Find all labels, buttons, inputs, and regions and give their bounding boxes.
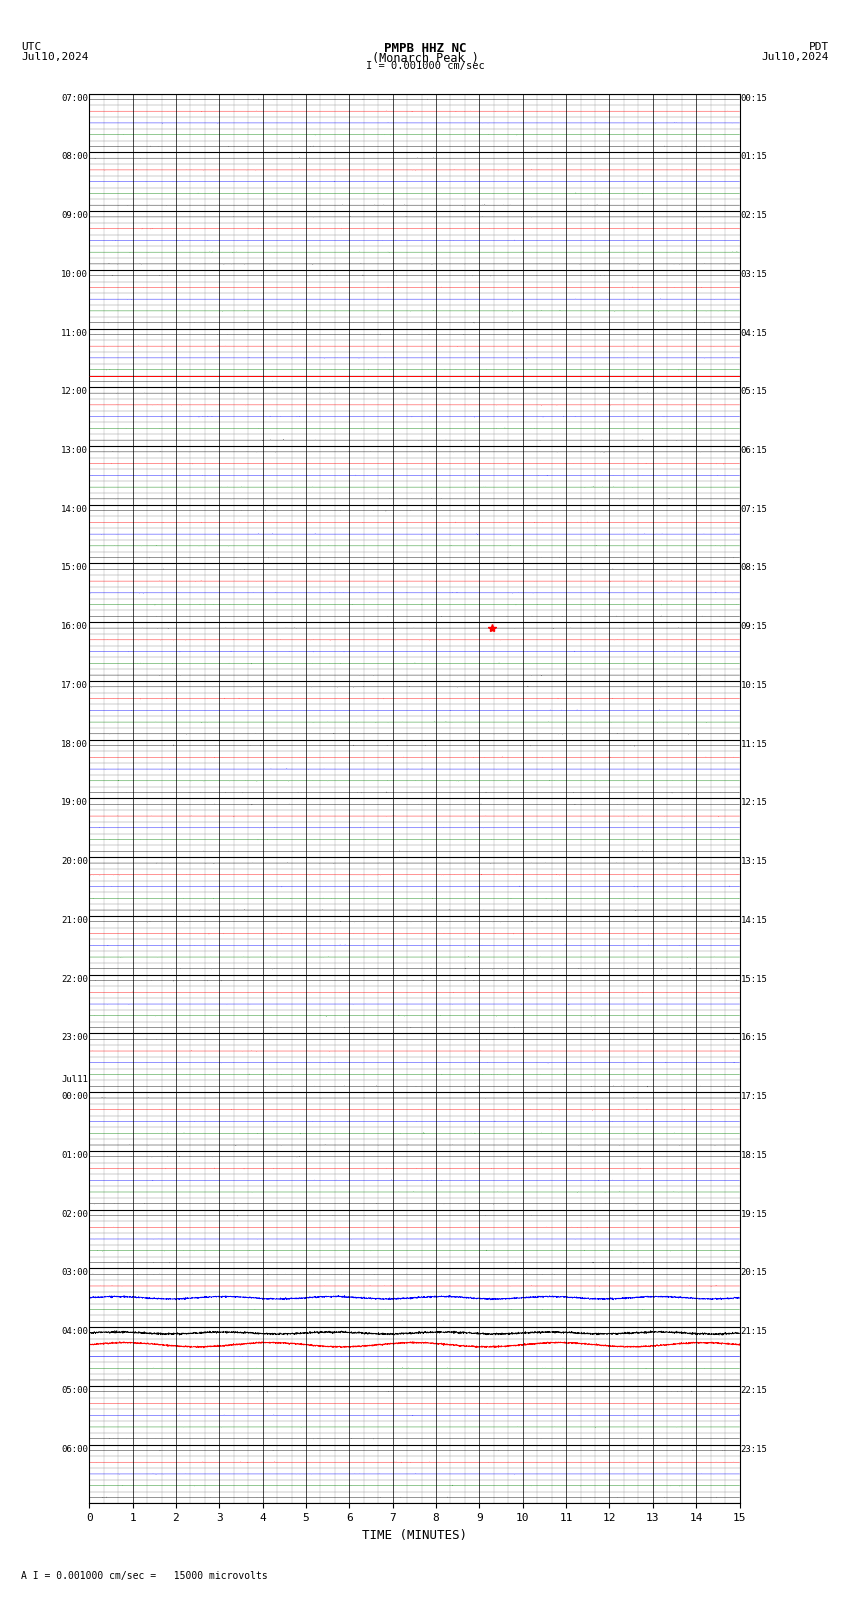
Text: 10:00: 10:00 — [61, 269, 88, 279]
X-axis label: TIME (MINUTES): TIME (MINUTES) — [362, 1529, 467, 1542]
Text: 11:15: 11:15 — [741, 740, 768, 748]
Text: 18:00: 18:00 — [61, 740, 88, 748]
Text: Jul11: Jul11 — [61, 1074, 88, 1084]
Text: 13:00: 13:00 — [61, 447, 88, 455]
Text: 01:15: 01:15 — [741, 152, 768, 161]
Text: I = 0.001000 cm/sec: I = 0.001000 cm/sec — [366, 61, 484, 71]
Text: 03:00: 03:00 — [61, 1268, 88, 1277]
Text: 22:15: 22:15 — [741, 1386, 768, 1395]
Text: PDT: PDT — [808, 42, 829, 52]
Text: 11:00: 11:00 — [61, 329, 88, 337]
Text: 06:00: 06:00 — [61, 1445, 88, 1453]
Text: 20:15: 20:15 — [741, 1268, 768, 1277]
Text: 09:00: 09:00 — [61, 211, 88, 219]
Text: 12:00: 12:00 — [61, 387, 88, 397]
Text: Jul10,2024: Jul10,2024 — [21, 52, 88, 61]
Text: 05:15: 05:15 — [741, 387, 768, 397]
Text: 17:15: 17:15 — [741, 1092, 768, 1102]
Text: Jul10,2024: Jul10,2024 — [762, 52, 829, 61]
Text: 17:00: 17:00 — [61, 681, 88, 690]
Text: 04:00: 04:00 — [61, 1327, 88, 1336]
Text: 15:15: 15:15 — [741, 974, 768, 984]
Text: 19:15: 19:15 — [741, 1210, 768, 1218]
Text: 23:00: 23:00 — [61, 1034, 88, 1042]
Text: 14:00: 14:00 — [61, 505, 88, 513]
Text: 20:00: 20:00 — [61, 857, 88, 866]
Text: 00:15: 00:15 — [741, 94, 768, 103]
Text: 02:15: 02:15 — [741, 211, 768, 219]
Text: 02:00: 02:00 — [61, 1210, 88, 1218]
Text: 15:00: 15:00 — [61, 563, 88, 573]
Text: 10:15: 10:15 — [741, 681, 768, 690]
Text: 01:00: 01:00 — [61, 1152, 88, 1160]
Text: 21:15: 21:15 — [741, 1327, 768, 1336]
Text: 05:00: 05:00 — [61, 1386, 88, 1395]
Text: PMPB HHZ NC: PMPB HHZ NC — [383, 42, 467, 55]
Text: (Monarch Peak ): (Monarch Peak ) — [371, 52, 479, 65]
Text: 19:00: 19:00 — [61, 798, 88, 808]
Text: 16:15: 16:15 — [741, 1034, 768, 1042]
Text: 21:00: 21:00 — [61, 916, 88, 924]
Text: 14:15: 14:15 — [741, 916, 768, 924]
Text: 07:15: 07:15 — [741, 505, 768, 513]
Text: 13:15: 13:15 — [741, 857, 768, 866]
Text: 16:00: 16:00 — [61, 623, 88, 631]
Text: 12:15: 12:15 — [741, 798, 768, 808]
Text: 09:15: 09:15 — [741, 623, 768, 631]
Text: 23:15: 23:15 — [741, 1445, 768, 1453]
Text: 18:15: 18:15 — [741, 1152, 768, 1160]
Text: UTC: UTC — [21, 42, 42, 52]
Text: 07:00: 07:00 — [61, 94, 88, 103]
Text: 08:15: 08:15 — [741, 563, 768, 573]
Text: A I = 0.001000 cm/sec =   15000 microvolts: A I = 0.001000 cm/sec = 15000 microvolts — [21, 1571, 268, 1581]
Text: 00:00: 00:00 — [61, 1092, 88, 1102]
Text: 06:15: 06:15 — [741, 447, 768, 455]
Text: 03:15: 03:15 — [741, 269, 768, 279]
Text: 22:00: 22:00 — [61, 974, 88, 984]
Text: 04:15: 04:15 — [741, 329, 768, 337]
Text: 08:00: 08:00 — [61, 152, 88, 161]
